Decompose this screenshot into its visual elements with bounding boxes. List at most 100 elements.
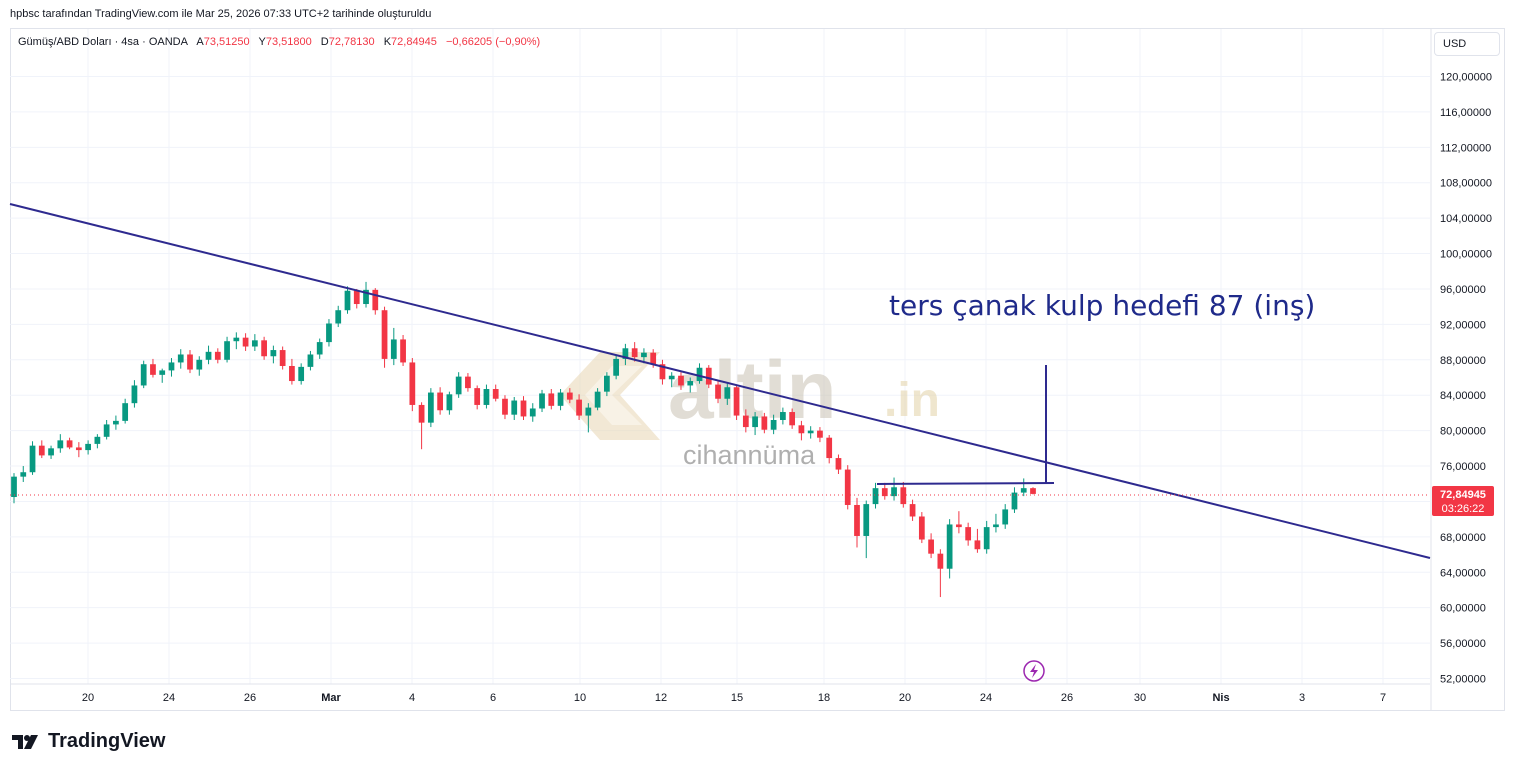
candle[interactable] bbox=[687, 377, 694, 393]
candle[interactable] bbox=[511, 396, 518, 420]
candle[interactable] bbox=[289, 358, 295, 385]
candle[interactable] bbox=[307, 350, 314, 371]
candle[interactable] bbox=[1030, 487, 1036, 495]
candle[interactable] bbox=[251, 334, 258, 351]
candle[interactable] bbox=[854, 497, 860, 548]
candle[interactable] bbox=[789, 408, 796, 429]
candle[interactable] bbox=[733, 385, 740, 420]
candle[interactable] bbox=[752, 412, 758, 436]
candle[interactable] bbox=[974, 528, 981, 553]
candles[interactable] bbox=[11, 281, 1036, 598]
candle[interactable] bbox=[826, 435, 833, 464]
candle[interactable] bbox=[270, 345, 277, 364]
candle[interactable] bbox=[770, 414, 777, 435]
candle[interactable] bbox=[622, 343, 629, 366]
candle[interactable] bbox=[326, 319, 332, 347]
candle[interactable] bbox=[1020, 478, 1027, 497]
candle[interactable] bbox=[1002, 504, 1009, 529]
candle[interactable] bbox=[409, 358, 416, 412]
candle[interactable] bbox=[48, 445, 54, 459]
candle[interactable] bbox=[437, 387, 443, 415]
candle[interactable] bbox=[20, 466, 27, 482]
candle[interactable] bbox=[557, 389, 564, 411]
candle[interactable] bbox=[909, 499, 916, 521]
candle[interactable] bbox=[168, 358, 175, 377]
candle[interactable] bbox=[159, 368, 166, 383]
candle[interactable] bbox=[993, 513, 999, 533]
candle[interactable] bbox=[715, 380, 721, 404]
candle[interactable] bbox=[465, 373, 471, 392]
candle[interactable] bbox=[75, 442, 82, 458]
candle[interactable] bbox=[474, 385, 481, 410]
candle[interactable] bbox=[946, 519, 953, 579]
candle[interactable] bbox=[835, 454, 842, 474]
candle[interactable] bbox=[641, 348, 647, 364]
candle[interactable] bbox=[881, 482, 888, 500]
candle[interactable] bbox=[103, 419, 110, 440]
candle[interactable] bbox=[807, 426, 814, 439]
candle[interactable] bbox=[817, 427, 823, 443]
candle[interactable] bbox=[780, 407, 786, 425]
candle[interactable] bbox=[576, 394, 582, 420]
candle[interactable] bbox=[696, 363, 703, 384]
candle[interactable] bbox=[761, 412, 768, 434]
candle[interactable] bbox=[122, 398, 129, 424]
candle[interactable] bbox=[928, 533, 934, 559]
candle[interactable] bbox=[140, 360, 147, 389]
candle[interactable] bbox=[705, 365, 712, 389]
candle[interactable] bbox=[844, 465, 851, 510]
candle[interactable] bbox=[344, 286, 351, 314]
candle[interactable] bbox=[742, 409, 749, 433]
candle[interactable] bbox=[566, 388, 573, 404]
candle[interactable] bbox=[678, 372, 684, 390]
target-annotation[interactable]: ters çanak kulp hedefi 87 (inş) bbox=[889, 289, 1315, 322]
candle[interactable] bbox=[150, 358, 156, 378]
currency-selector[interactable]: USD bbox=[1434, 32, 1500, 56]
candle[interactable] bbox=[548, 389, 555, 410]
candle[interactable] bbox=[38, 440, 45, 459]
candle[interactable] bbox=[585, 403, 592, 433]
candle[interactable] bbox=[316, 338, 323, 359]
candle[interactable] bbox=[242, 333, 249, 351]
lightning-icon[interactable] bbox=[1023, 660, 1045, 682]
candle[interactable] bbox=[94, 434, 101, 449]
candle[interactable] bbox=[131, 380, 138, 408]
descending-trendline[interactable] bbox=[9, 203, 1431, 559]
candle[interactable] bbox=[335, 305, 342, 328]
candle[interactable] bbox=[483, 384, 490, 409]
drawings[interactable]: ters çanak kulp hedefi 87 (inş) bbox=[9, 203, 1431, 559]
symbol-name[interactable]: Gümüş/ABD Doları · 4sa · OANDA bbox=[18, 36, 188, 48]
candle[interactable] bbox=[279, 346, 286, 370]
candle[interactable] bbox=[381, 306, 388, 368]
neckline[interactable] bbox=[876, 482, 1055, 485]
candle[interactable] bbox=[668, 372, 675, 388]
candle[interactable] bbox=[29, 441, 36, 475]
candle[interactable] bbox=[520, 396, 527, 420]
candle[interactable] bbox=[659, 359, 666, 385]
candle[interactable] bbox=[863, 500, 870, 559]
candle[interactable] bbox=[455, 372, 462, 398]
candle[interactable] bbox=[418, 402, 425, 450]
candle[interactable] bbox=[1011, 487, 1018, 513]
candle[interactable] bbox=[427, 388, 434, 428]
candle[interactable] bbox=[66, 437, 73, 450]
candle[interactable] bbox=[261, 336, 267, 360]
candle[interactable] bbox=[205, 345, 212, 365]
candle[interactable] bbox=[390, 327, 397, 366]
candle[interactable] bbox=[177, 349, 184, 369]
candle[interactable] bbox=[956, 511, 962, 534]
candle[interactable] bbox=[872, 482, 879, 509]
candle[interactable] bbox=[196, 356, 203, 376]
candle[interactable] bbox=[187, 350, 193, 374]
candle[interactable] bbox=[492, 384, 499, 402]
candle[interactable] bbox=[900, 481, 907, 508]
candle[interactable] bbox=[446, 391, 453, 415]
candle[interactable] bbox=[604, 372, 610, 397]
candle[interactable] bbox=[529, 403, 536, 422]
candle[interactable] bbox=[353, 288, 360, 309]
candle[interactable] bbox=[539, 389, 545, 413]
candle[interactable] bbox=[214, 348, 221, 364]
candle[interactable] bbox=[631, 342, 638, 362]
candle[interactable] bbox=[502, 395, 508, 420]
